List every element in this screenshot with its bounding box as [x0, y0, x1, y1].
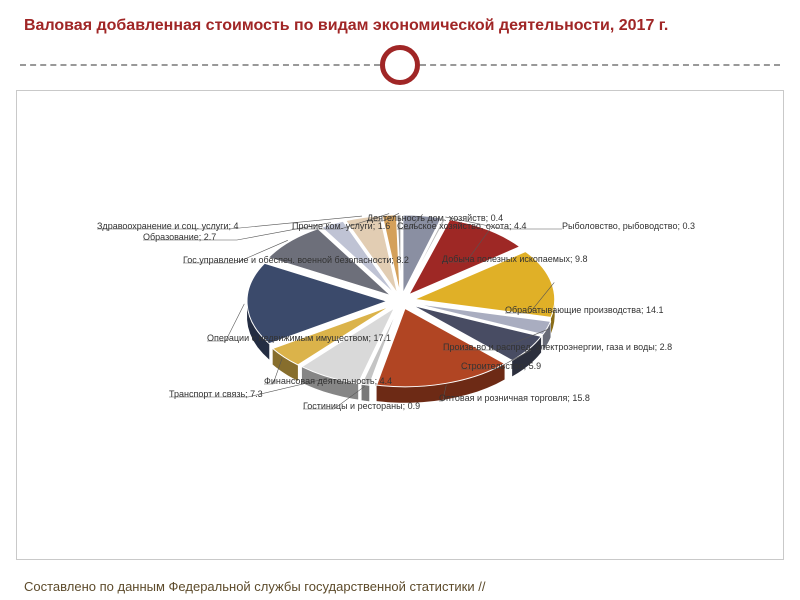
slice-label: Здравоохранение и соц. услуги; 4	[97, 221, 239, 231]
slice-label: Гос.управление и обеспеч. военной безопа…	[183, 255, 409, 265]
circle-badge-icon	[380, 45, 420, 85]
slice-label: Операции с недвижимым имуществом; 17.1	[207, 333, 391, 343]
slice-label: Добыча полезных ископаемых; 9.8	[442, 254, 587, 264]
divider	[0, 45, 800, 85]
slice-label: Образование; 2.7	[143, 232, 216, 242]
slice-label: Оптовая и розничная торговля; 15.8	[439, 393, 590, 403]
slice-label: Деятельность дом. хозяйств; 0.4	[367, 213, 503, 223]
slice-label: Строительство; 5.9	[461, 361, 541, 371]
dashed-line-right	[420, 64, 780, 66]
slice-label: Рыболовство, рыбоводство; 0.3	[562, 221, 695, 231]
footnote: Составлено по данным Федеральной службы …	[24, 579, 485, 594]
pie-slice-side	[362, 384, 370, 401]
chart-frame: Сельское хозяйство, охота; 4.4Рыболовств…	[16, 90, 784, 560]
slice-label: Произв-во и распред. электроэнергии, газ…	[443, 342, 672, 352]
slice-label: Гостиницы и рестораны; 0.9	[303, 401, 420, 411]
pie-chart: Сельское хозяйство, охота; 4.4Рыболовств…	[17, 91, 785, 531]
slice-label: Транспорт и связь; 7.3	[169, 389, 263, 399]
slice-label: Финансовая деятельность; 4.4	[264, 376, 392, 386]
page-title: Валовая добавленная стоимость по видам э…	[0, 0, 800, 45]
dashed-line-left	[20, 64, 380, 66]
slice-label: Обрабатывающие производства; 14.1	[505, 305, 664, 315]
